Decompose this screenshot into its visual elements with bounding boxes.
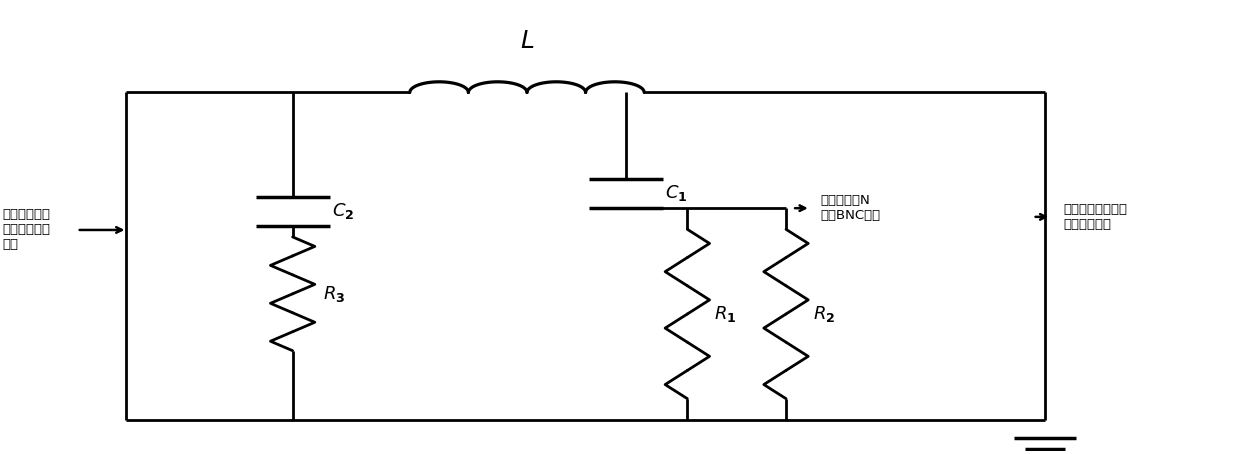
Text: $\mathbf{\it{C}}_\mathbf{2}$: $\mathbf{\it{C}}_\mathbf{2}$ — [332, 201, 354, 221]
Text: $\mathbf{\it{R}}_\mathbf{3}$: $\mathbf{\it{R}}_\mathbf{3}$ — [323, 284, 346, 304]
Text: $\mathbf{\it{L}}$: $\mathbf{\it{L}}$ — [520, 29, 534, 53]
Text: 电源输出接口（接
口类型待定）: 电源输出接口（接 口类型待定） — [1063, 203, 1127, 231]
Text: 射频端口（N
型或BNC型）: 射频端口（N 型或BNC型） — [820, 194, 881, 222]
Text: 电源输入接口
（接口类型待
定）: 电源输入接口 （接口类型待 定） — [2, 208, 51, 252]
Text: $\mathbf{\it{R}}_\mathbf{2}$: $\mathbf{\it{R}}_\mathbf{2}$ — [813, 304, 835, 324]
Text: $\mathbf{\it{R}}_\mathbf{1}$: $\mathbf{\it{R}}_\mathbf{1}$ — [715, 304, 737, 324]
Text: $\mathbf{\it{C}}_\mathbf{1}$: $\mathbf{\it{C}}_\mathbf{1}$ — [665, 183, 688, 203]
